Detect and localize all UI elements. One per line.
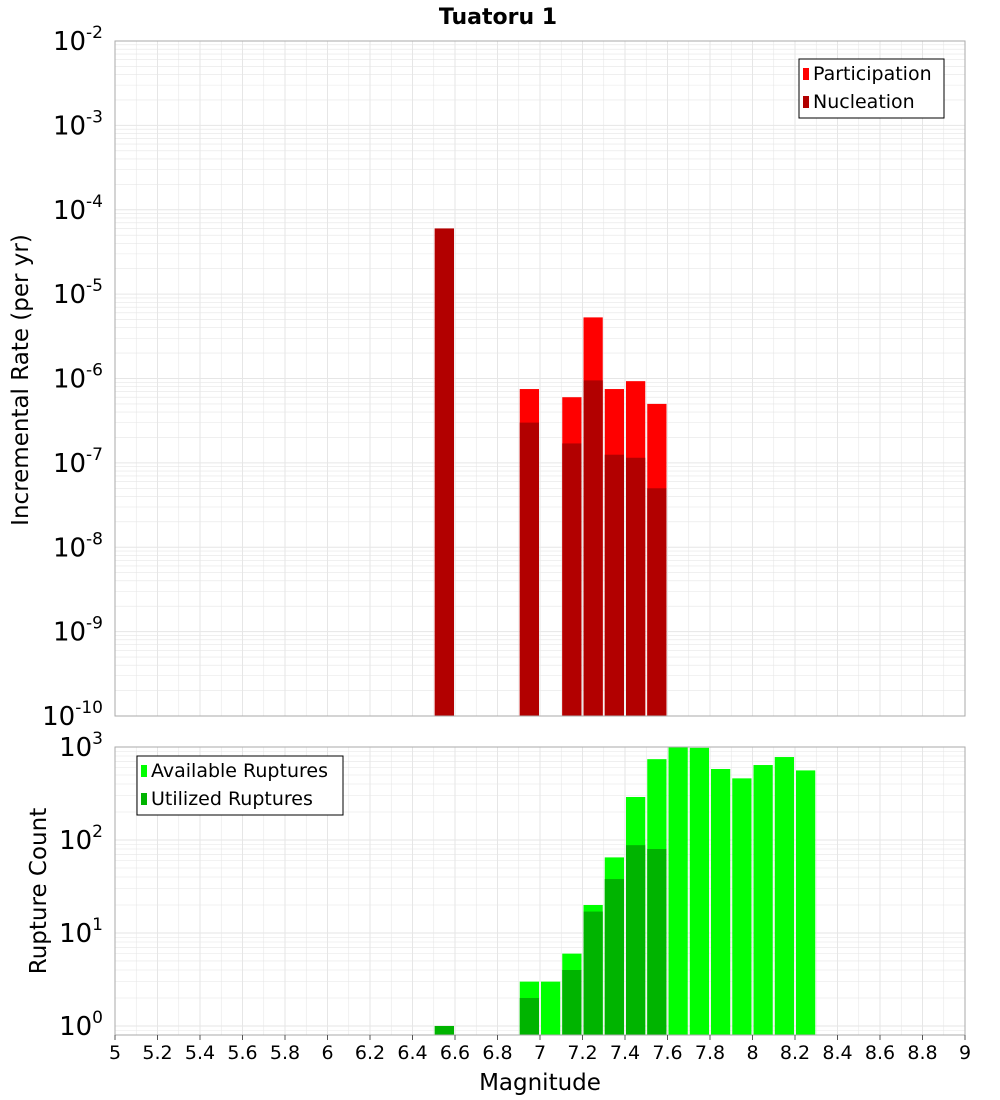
legend-swatch: [803, 68, 809, 80]
y-tick-label: 10-4: [53, 192, 103, 226]
y-tick-label: 103: [59, 729, 103, 763]
x-axis-label: Magnitude: [479, 1070, 601, 1096]
x-tick-label: 7.8: [695, 1042, 725, 1064]
y-tick-label: 10-8: [53, 529, 103, 563]
x-tick-label: 6.8: [482, 1042, 512, 1064]
x-tick-label: 7: [534, 1042, 546, 1064]
bar-utilized-ruptures: [583, 911, 603, 1035]
top-legend: Participation Nucleation: [798, 58, 945, 119]
bottom-legend: Available Ruptures Utilized Ruptures: [136, 755, 344, 816]
top-y-axis-label: Incremental Rate (per yr): [8, 234, 34, 526]
bar-utilized-ruptures: [434, 1025, 454, 1035]
bar-available-ruptures: [774, 757, 794, 1035]
x-tick-label: 9: [959, 1042, 971, 1064]
bar-available-ruptures: [732, 778, 752, 1035]
x-tick-label: 5.8: [270, 1042, 300, 1064]
bar-nucleation: [583, 380, 603, 716]
legend-box: [798, 58, 945, 119]
x-tick-label: 7.4: [610, 1042, 640, 1064]
legend-swatch: [141, 793, 147, 805]
y-tick-label: 100: [59, 1008, 103, 1042]
bar-utilized-ruptures: [604, 879, 624, 1035]
bar-nucleation: [647, 488, 667, 716]
legend-label: Available Ruptures: [151, 760, 328, 782]
bar-available-ruptures: [796, 770, 816, 1035]
x-tick-label: 5.6: [227, 1042, 257, 1064]
y-tick-label: 10-5: [53, 276, 103, 310]
x-tick-label: 8.8: [907, 1042, 937, 1064]
x-tick-label: 8.4: [822, 1042, 852, 1064]
bottom-x-ticks: 5 5.2 5.4 5.6 5.8 6 6.2 6.4 6.6 6.8 7 7.2 7.4 7.6 7.8 8…: [109, 1035, 971, 1064]
bar-nucleation: [519, 422, 539, 716]
y-tick-label: 10-10: [42, 698, 103, 732]
y-tick-label: 102: [59, 822, 103, 856]
bottom-y-axis-label: Rupture Count: [26, 808, 52, 974]
y-tick-label: 10-3: [53, 107, 103, 141]
x-tick-label: 8.6: [865, 1042, 895, 1064]
top-y-ticks: 10-2 10-3 10-4 10-5 10-6 10-7 10-8 10-9 10-10: [42, 23, 103, 732]
legend-swatch: [803, 96, 809, 108]
x-tick-label: 8.2: [780, 1042, 810, 1064]
x-tick-label: 7.2: [567, 1042, 597, 1064]
x-tick-label: 5.4: [185, 1042, 215, 1064]
bar-utilized-ruptures: [519, 997, 539, 1035]
x-tick-label: 5: [109, 1042, 121, 1064]
legend-label: Utilized Ruptures: [151, 788, 313, 810]
y-tick-label: 10-7: [53, 445, 103, 479]
legend-label: Participation: [813, 63, 932, 85]
bottom-y-ticks: 103 102 101 100: [59, 729, 103, 1042]
y-tick-label: 101: [59, 915, 103, 949]
bar-available-ruptures: [668, 747, 688, 1035]
x-tick-label: 6.2: [355, 1042, 385, 1064]
bottom-panel: 103 102 101 100 5 5.2 5.4 5.6 5.8 6 6.2 6.4 6.6 6.8 7…: [26, 729, 971, 1096]
y-tick-label: 10-9: [53, 614, 103, 648]
bar-available-ruptures: [711, 769, 731, 1035]
x-tick-label: 7.6: [652, 1042, 682, 1064]
bar-nucleation: [434, 228, 454, 716]
bar-utilized-ruptures: [626, 845, 646, 1035]
bar-nucleation: [604, 454, 624, 716]
x-tick-label: 6.6: [440, 1042, 470, 1064]
legend-box: [136, 755, 344, 816]
bottom-bars: [434, 747, 816, 1035]
bar-nucleation: [626, 457, 646, 716]
x-tick-label: 5.2: [142, 1042, 172, 1064]
bar-available-ruptures: [689, 747, 709, 1035]
legend-label: Nucleation: [813, 91, 915, 113]
bar-utilized-ruptures: [647, 849, 667, 1035]
x-tick-label: 6.4: [397, 1042, 427, 1064]
x-tick-label: 6: [321, 1042, 333, 1064]
bar-nucleation: [562, 443, 582, 716]
top-grid: [114, 41, 966, 717]
bar-available-ruptures: [541, 981, 561, 1035]
top-bars: [434, 228, 667, 716]
x-tick-label: 8: [746, 1042, 758, 1064]
top-panel: 10-2 10-3 10-4 10-5 10-6 10-7 10-8 10-9 10-10 In…: [8, 23, 966, 732]
chart-title: Tuatoru 1: [439, 5, 557, 30]
y-tick-label: 10-6: [53, 361, 103, 395]
bar-available-ruptures: [753, 765, 773, 1035]
bar-utilized-ruptures: [562, 969, 582, 1035]
legend-swatch: [141, 765, 147, 777]
top-plot-frame: [114, 40, 966, 717]
y-tick-label: 10-2: [53, 23, 103, 57]
